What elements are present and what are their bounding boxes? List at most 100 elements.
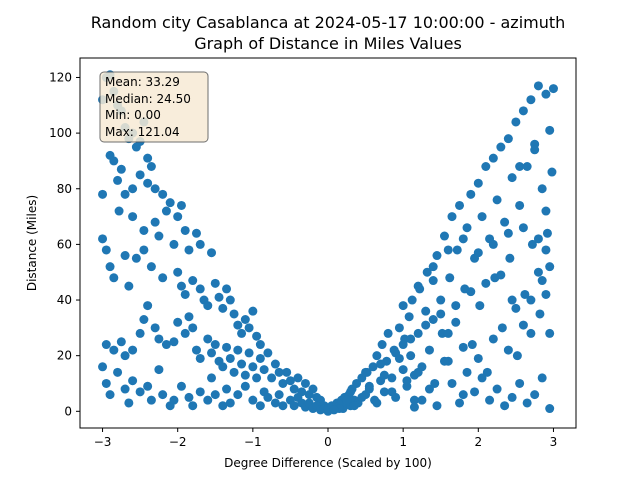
data-point — [139, 245, 149, 255]
data-point — [492, 195, 502, 205]
data-point — [128, 184, 138, 194]
data-point — [282, 367, 292, 377]
data-point — [507, 173, 517, 183]
data-point — [222, 284, 232, 294]
y-tick-label: 0 — [64, 404, 72, 418]
data-point — [404, 312, 414, 322]
data-point — [481, 278, 491, 288]
data-point — [101, 340, 111, 350]
data-point — [128, 345, 138, 355]
data-point — [169, 239, 179, 249]
data-point — [428, 262, 438, 272]
data-point — [116, 164, 126, 174]
data-point — [252, 373, 262, 383]
data-point — [409, 395, 419, 405]
data-point — [526, 328, 536, 338]
x-tick-label: −3 — [94, 435, 112, 449]
data-point — [455, 200, 465, 210]
data-point — [195, 239, 205, 249]
data-point — [402, 376, 412, 386]
data-point — [537, 184, 547, 194]
data-point — [518, 106, 528, 116]
data-point — [191, 345, 201, 355]
data-point — [195, 353, 205, 363]
data-point — [537, 373, 547, 383]
data-point — [255, 401, 265, 411]
data-point — [470, 387, 480, 397]
data-point — [113, 367, 123, 377]
data-point — [466, 189, 476, 199]
data-point — [248, 395, 258, 405]
data-point — [377, 340, 387, 350]
data-point — [413, 328, 423, 338]
data-point — [527, 239, 537, 249]
data-point — [379, 387, 389, 397]
data-point — [146, 262, 156, 272]
data-point — [105, 262, 115, 272]
data-point — [225, 353, 235, 363]
data-point — [458, 234, 468, 244]
data-point — [473, 178, 483, 188]
data-point — [98, 189, 108, 199]
data-point — [255, 340, 265, 350]
data-point — [409, 402, 419, 412]
stats-max: Max: 121.04 — [105, 125, 180, 139]
data-point — [522, 398, 532, 408]
data-point — [376, 359, 386, 369]
data-point — [421, 306, 431, 316]
data-point — [503, 134, 513, 144]
stats-box-background — [99, 71, 209, 143]
data-point — [237, 328, 247, 338]
data-point — [329, 405, 339, 415]
data-point — [447, 378, 457, 388]
data-point — [535, 309, 545, 319]
data-point — [120, 384, 130, 394]
data-point — [473, 248, 483, 258]
data-point — [473, 353, 483, 363]
data-point — [383, 328, 393, 338]
data-point — [545, 404, 555, 414]
data-point — [533, 234, 543, 244]
data-point — [497, 323, 507, 333]
data-point — [210, 278, 220, 288]
data-point — [270, 398, 280, 408]
data-point — [505, 253, 515, 263]
data-point — [545, 125, 555, 135]
x-tick-label: −2 — [169, 435, 187, 449]
data-point — [218, 401, 228, 411]
data-point — [173, 212, 183, 222]
data-point — [537, 276, 547, 286]
data-point — [161, 340, 171, 350]
data-point — [109, 345, 119, 355]
data-point — [541, 89, 551, 99]
data-point — [109, 156, 119, 166]
data-point — [143, 178, 153, 188]
y-tick-label: 100 — [49, 126, 72, 140]
data-point — [124, 398, 134, 408]
data-point — [428, 276, 438, 286]
data-point — [548, 84, 558, 94]
data-point — [113, 175, 123, 185]
data-point — [398, 301, 408, 311]
chart-title: Random city Casablanca at 2024-05-17 10:… — [91, 13, 566, 32]
data-point — [361, 367, 371, 377]
data-point — [139, 315, 149, 324]
x-tick-label: 1 — [399, 435, 407, 449]
y-tick-label: 120 — [49, 70, 72, 84]
data-point — [195, 387, 205, 397]
data-point — [413, 367, 423, 377]
data-point — [240, 370, 250, 380]
data-point — [233, 345, 243, 355]
stats-median: Median: 24.50 — [105, 92, 191, 106]
data-point — [488, 334, 498, 344]
data-point — [207, 373, 217, 383]
data-point — [150, 184, 160, 194]
data-point — [188, 276, 198, 286]
data-point — [289, 401, 299, 411]
data-point — [364, 384, 374, 394]
data-point — [289, 384, 299, 394]
data-point — [398, 365, 408, 375]
data-point — [379, 370, 389, 380]
data-point — [507, 295, 517, 305]
